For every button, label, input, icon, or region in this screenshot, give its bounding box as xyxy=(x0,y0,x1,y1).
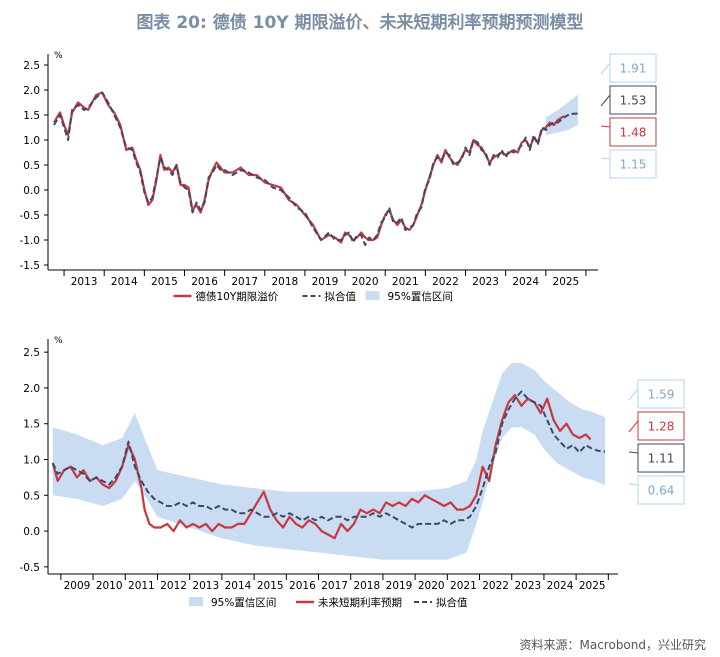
short-rate-expectation-chart: % 2.5 2.0 1.5 1.0 0.5 0.0 -0.5 2009 2010 2011 2012 2… xyxy=(20,336,685,609)
x-tick-label: 2014 xyxy=(225,580,252,592)
legend-swatch-band xyxy=(189,597,203,606)
callout-upper-value: 1.59 xyxy=(628,379,685,409)
callout-lower-value: 1.15 xyxy=(600,149,657,179)
x-tick-label: 2016 xyxy=(289,580,316,592)
legend-label: 95%置信区间 xyxy=(388,290,453,303)
callout-label: 1.11 xyxy=(648,452,675,466)
legend-label: 拟合值 xyxy=(436,596,468,609)
x-tick-label: 2021 xyxy=(392,276,419,288)
x-tick-label: 2025 xyxy=(579,580,606,592)
callout-actual-value: 1.48 xyxy=(600,117,657,147)
callout-box xyxy=(609,117,657,147)
legend-label: 未来短期利率预期 xyxy=(318,596,402,609)
callout-fit-value: 1.53 xyxy=(600,85,657,115)
x-tick-label: 2009 xyxy=(64,580,91,592)
y-tick-label: 2.0 xyxy=(23,85,40,97)
x-tick-label: 2020 xyxy=(352,276,379,288)
x-tick-label: 2019 xyxy=(386,580,413,592)
callout-pointer xyxy=(600,157,611,169)
y-tick-label: 1.5 xyxy=(23,419,40,431)
callout-box xyxy=(609,149,657,179)
x-tick-label: 2018 xyxy=(271,276,298,288)
page-title: 图表 20: 德债 10Y 期限溢价、未来短期利率预期预测模型 xyxy=(136,13,584,33)
callout-pointer xyxy=(628,483,639,495)
callout-box xyxy=(637,443,685,473)
x-tick-label: 2013 xyxy=(71,276,98,288)
y-tick-label: 2.0 xyxy=(23,383,40,395)
callout-label: 0.64 xyxy=(648,484,675,498)
actual-series-line xyxy=(53,91,565,244)
callout-label: 1.91 xyxy=(620,62,647,76)
legend-label: 95%置信区间 xyxy=(211,596,276,609)
callout-label: 1.48 xyxy=(620,126,647,140)
y-tick-label: 0.0 xyxy=(23,526,40,538)
x-tick-label: 2024 xyxy=(547,580,574,592)
x-tick-label: 2017 xyxy=(231,276,258,288)
x-tick-label: 2013 xyxy=(192,580,219,592)
x-tick-label: 2022 xyxy=(432,276,459,288)
y-tick-label: 2.5 xyxy=(23,347,40,359)
callout-label: 1.15 xyxy=(620,158,647,172)
x-tick-label: 2024 xyxy=(512,276,539,288)
source-note: 资料来源：Macrobond，兴业研究 xyxy=(519,638,707,652)
callout-pointer xyxy=(600,93,611,107)
callout-upper-value: 1.91 xyxy=(600,53,657,83)
callout-lower-value: 0.64 xyxy=(628,475,685,505)
y-tick-label: 0.5 xyxy=(23,160,40,172)
callout-box xyxy=(637,379,685,409)
x-tick-label: 2023 xyxy=(514,580,541,592)
x-tick-label: 2019 xyxy=(312,276,339,288)
legend-label: 德债10Y期限溢价 xyxy=(196,290,279,303)
confidence-band xyxy=(52,362,606,560)
term-premium-chart: % 2.5 2.0 1.5 1.0 0.5 0.0 -0.5 -1.0 -1.5 2013 2014 2… xyxy=(20,51,657,303)
callout-pointer xyxy=(628,451,639,463)
x-tick-label: 2011 xyxy=(128,580,155,592)
callout-box xyxy=(609,85,657,115)
callout-pointer xyxy=(600,125,611,137)
y-tick-label: 1.5 xyxy=(23,110,40,122)
callout-box xyxy=(637,475,685,505)
y-tick-label: 0.0 xyxy=(23,185,40,197)
x-tick-label: 2014 xyxy=(111,276,138,288)
callout-fit-value: 1.11 xyxy=(628,443,685,473)
y-tick-label: -1.0 xyxy=(20,235,41,247)
fitted-series-line xyxy=(51,390,606,529)
x-tick-label: 2025 xyxy=(553,276,580,288)
y-tick-label: 2.5 xyxy=(23,60,40,72)
y-tick-label: -0.5 xyxy=(20,562,41,574)
y-tick-label: 0.5 xyxy=(23,490,40,502)
x-tick-label: 2010 xyxy=(96,580,123,592)
y-unit-label: % xyxy=(54,51,63,61)
callout-box xyxy=(609,53,657,83)
x-tick-label: 2022 xyxy=(482,580,509,592)
x-tick-label: 2023 xyxy=(472,276,499,288)
callout-label: 1.59 xyxy=(648,388,675,402)
y-tick-label: 1.0 xyxy=(23,135,40,147)
x-tick-label: 2021 xyxy=(450,580,477,592)
callout-actual-value: 1.28 xyxy=(628,411,685,441)
callout-pointer xyxy=(628,387,639,401)
callout-label: 1.28 xyxy=(648,420,675,434)
x-tick-label: 2018 xyxy=(353,580,380,592)
x-tick-label: 2015 xyxy=(257,580,284,592)
y-tick-label: -1.5 xyxy=(20,260,41,272)
legend-label: 拟合值 xyxy=(325,290,357,303)
fitted-series-line xyxy=(53,91,578,246)
x-tick-label: 2017 xyxy=(321,580,348,592)
y-tick-label: 1.0 xyxy=(23,455,40,467)
callout-label: 1.53 xyxy=(620,94,647,108)
legend-swatch-band xyxy=(365,291,380,300)
callout-pointer xyxy=(600,61,611,75)
x-tick-label: 2020 xyxy=(418,580,445,592)
y-tick-label: -0.5 xyxy=(20,210,41,222)
x-tick-label: 2015 xyxy=(151,276,178,288)
callout-pointer xyxy=(628,419,639,433)
x-tick-label: 2016 xyxy=(191,276,218,288)
y-unit-label: % xyxy=(54,336,63,346)
x-tick-label: 2012 xyxy=(160,580,187,592)
